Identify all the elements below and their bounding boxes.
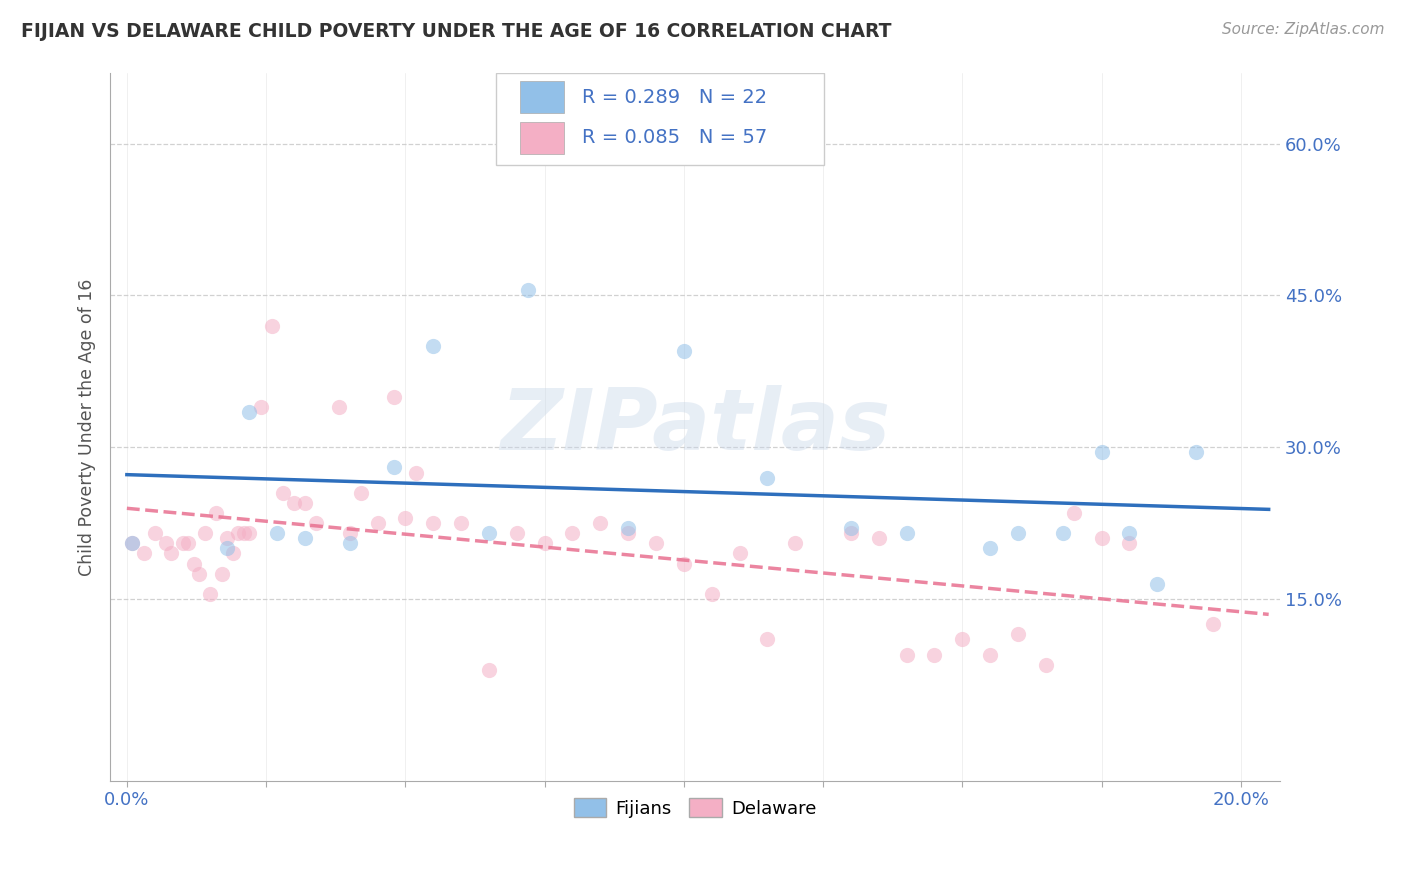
Point — [1090, 531, 1112, 545]
Point — [756, 632, 779, 647]
Point — [172, 536, 194, 550]
Point — [283, 496, 305, 510]
Point — [1146, 576, 1168, 591]
Point — [422, 339, 444, 353]
Point — [924, 648, 946, 662]
Point — [617, 521, 640, 535]
Point — [294, 531, 316, 545]
Point — [266, 526, 288, 541]
Point — [589, 516, 612, 530]
Point — [756, 470, 779, 484]
FancyBboxPatch shape — [520, 122, 564, 153]
Point — [478, 663, 501, 677]
Point — [155, 536, 177, 550]
Point — [896, 648, 918, 662]
Point — [1035, 657, 1057, 672]
Text: Source: ZipAtlas.com: Source: ZipAtlas.com — [1222, 22, 1385, 37]
Legend: Fijians, Delaware: Fijians, Delaware — [567, 791, 824, 825]
FancyBboxPatch shape — [496, 73, 824, 165]
Text: FIJIAN VS DELAWARE CHILD POVERTY UNDER THE AGE OF 16 CORRELATION CHART: FIJIAN VS DELAWARE CHILD POVERTY UNDER T… — [21, 22, 891, 41]
Point — [839, 521, 862, 535]
Point — [672, 557, 695, 571]
Point — [238, 405, 260, 419]
Point — [728, 546, 751, 560]
Point — [366, 516, 388, 530]
Text: ZIPatlas: ZIPatlas — [501, 385, 890, 468]
Point — [1090, 445, 1112, 459]
Point — [979, 648, 1001, 662]
Point — [1007, 526, 1029, 541]
Point — [1052, 526, 1074, 541]
Point — [143, 526, 166, 541]
Point — [478, 526, 501, 541]
Point — [222, 546, 245, 560]
Point — [238, 526, 260, 541]
Point — [1063, 506, 1085, 520]
Point — [177, 536, 200, 550]
Point — [1118, 526, 1140, 541]
Point — [868, 531, 890, 545]
Point — [645, 536, 668, 550]
Point — [394, 511, 416, 525]
Point — [1185, 445, 1208, 459]
Point — [896, 526, 918, 541]
Point — [183, 557, 205, 571]
Point — [232, 526, 254, 541]
Point — [405, 466, 427, 480]
Point — [382, 460, 405, 475]
Point — [200, 587, 222, 601]
Point — [617, 526, 640, 541]
Point — [450, 516, 472, 530]
Point — [839, 526, 862, 541]
Point — [1202, 617, 1225, 632]
Point — [1118, 536, 1140, 550]
Point — [217, 531, 239, 545]
Point — [294, 496, 316, 510]
Point — [339, 526, 361, 541]
Point — [1007, 627, 1029, 641]
Point — [121, 536, 143, 550]
Point — [328, 400, 350, 414]
Point — [350, 485, 373, 500]
Point — [194, 526, 217, 541]
Point — [979, 541, 1001, 556]
Point — [121, 536, 143, 550]
Point — [785, 536, 807, 550]
Point — [271, 485, 294, 500]
Point — [188, 566, 211, 581]
Point — [226, 526, 249, 541]
Point — [132, 546, 155, 560]
Point — [382, 390, 405, 404]
Point — [217, 541, 239, 556]
Point — [260, 318, 283, 333]
Point — [422, 516, 444, 530]
Point — [160, 546, 183, 560]
Text: R = 0.289   N = 22: R = 0.289 N = 22 — [582, 87, 766, 107]
Point — [506, 526, 529, 541]
Point — [339, 536, 361, 550]
Point — [305, 516, 328, 530]
Point — [205, 506, 228, 520]
Text: R = 0.085   N = 57: R = 0.085 N = 57 — [582, 128, 766, 147]
Point — [672, 344, 695, 359]
Point — [249, 400, 271, 414]
Point — [561, 526, 583, 541]
Y-axis label: Child Poverty Under the Age of 16: Child Poverty Under the Age of 16 — [79, 278, 96, 575]
Point — [533, 536, 555, 550]
Point — [211, 566, 233, 581]
FancyBboxPatch shape — [520, 81, 564, 113]
Point — [700, 587, 723, 601]
Point — [516, 284, 538, 298]
Point — [950, 632, 973, 647]
